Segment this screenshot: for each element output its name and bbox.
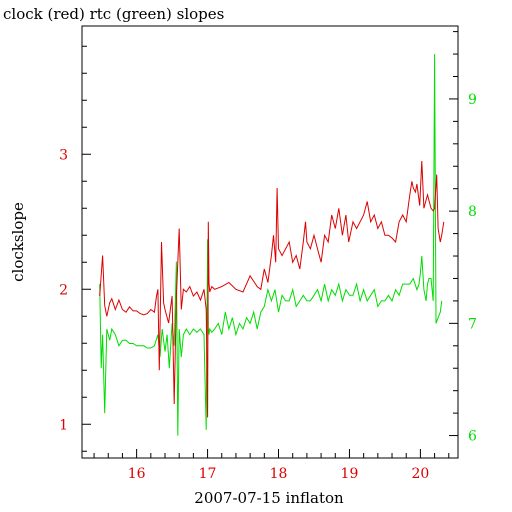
x-tick-label: 18 (270, 466, 288, 482)
y-axis-label: clockslope (9, 202, 27, 282)
series-line-clock (99, 160, 445, 418)
series-line-rtc (99, 54, 443, 436)
y-right-tick-label: 7 (468, 316, 477, 332)
x-axis-label: 2007-07-15 inflaton (194, 489, 344, 507)
y-right-tick-label: 8 (468, 204, 477, 220)
y-left-tick-label: 1 (59, 417, 68, 433)
data-series (99, 54, 445, 436)
x-tick-label: 20 (411, 466, 429, 482)
plot-frame (81, 25, 459, 459)
chart-title: clock (red) rtc (green) slopes (3, 5, 224, 23)
x-tick-label: 17 (199, 466, 217, 482)
y-left-tick-label: 3 (59, 147, 68, 163)
y-left-tick-label: 2 (59, 282, 68, 298)
y-right-tick-label: 9 (468, 92, 477, 108)
y-right-tick-label: 6 (468, 429, 477, 445)
x-tick-label: 19 (341, 466, 359, 482)
x-tick-label: 16 (128, 466, 146, 482)
axis-ticks: 16 17 18 19 20 1 2 3 6 7 8 9 (59, 31, 477, 482)
